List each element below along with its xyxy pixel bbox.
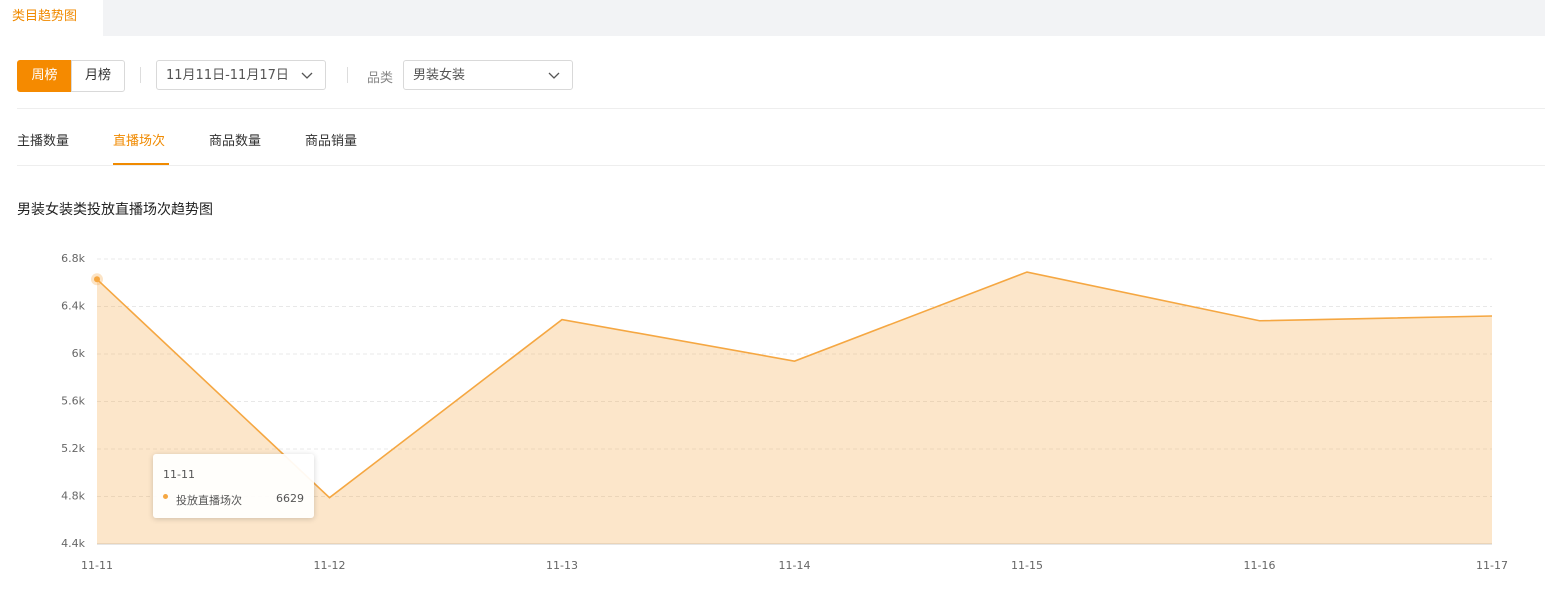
divider	[17, 165, 1545, 166]
tooltip-series: 投放直播场次	[176, 494, 242, 507]
metric-tab[interactable]: 直播场次	[113, 134, 166, 149]
top-bar	[0, 0, 1545, 36]
y-tick-label: 4.4k	[61, 537, 85, 550]
area	[97, 272, 1492, 544]
tooltip-category: 11-11	[163, 468, 195, 481]
tooltip-marker	[163, 494, 168, 499]
y-tick-label: 5.2k	[61, 442, 85, 455]
chevron	[548, 72, 560, 79]
active-underline	[113, 163, 169, 165]
x-tick-label: 11-13	[546, 559, 578, 572]
period-button[interactable]: 周榜	[17, 60, 72, 92]
x-tick-label: 11-16	[1244, 559, 1276, 572]
metric-tab[interactable]: 商品销量	[305, 134, 358, 149]
category-label: 品类	[367, 71, 394, 86]
tooltip: 11-11 投放直播场次 6629	[153, 454, 314, 518]
chart: 4.4k 4.8k 5.2k 5.6k 6k 6.4k 6.8k 11-11 11-12 11-1…	[61, 252, 1508, 572]
metric-tab[interactable]: 商品数量	[209, 134, 262, 149]
x-tick-label: 11-14	[779, 559, 811, 572]
chevron	[301, 72, 313, 79]
divider	[17, 108, 1545, 109]
y-tick-label: 6.4k	[61, 300, 85, 313]
date-range: 11月11日-11月17日	[166, 68, 289, 83]
x-tick-label: 11-15	[1011, 559, 1043, 572]
point	[94, 276, 100, 283]
period-button[interactable]: 月榜	[71, 60, 125, 92]
separator	[140, 67, 141, 83]
date-select[interactable]: 11月11日-11月17日	[156, 60, 326, 90]
x-tick-label: 11-11	[81, 559, 113, 572]
separator	[347, 67, 348, 83]
y-tick-label: 4.8k	[61, 490, 85, 503]
chart-title: 男装女装类投放直播场次趋势图	[17, 202, 213, 218]
tooltip-value: 6629	[276, 492, 304, 505]
line	[96, 271, 1493, 499]
category-value: 男装女装	[413, 68, 466, 83]
y-tick-label: 6.8k	[61, 252, 85, 265]
x-tick-label: 11-17	[1476, 559, 1508, 572]
page-tab[interactable]: 类目趋势图	[0, 0, 103, 36]
metric-tab[interactable]: 主播数量	[17, 134, 70, 149]
y-tick-label: 5.6k	[61, 395, 85, 408]
y-tick-label: 6k	[72, 347, 86, 360]
x-tick-label: 11-12	[314, 559, 346, 572]
category-select[interactable]: 男装女装	[403, 60, 573, 90]
